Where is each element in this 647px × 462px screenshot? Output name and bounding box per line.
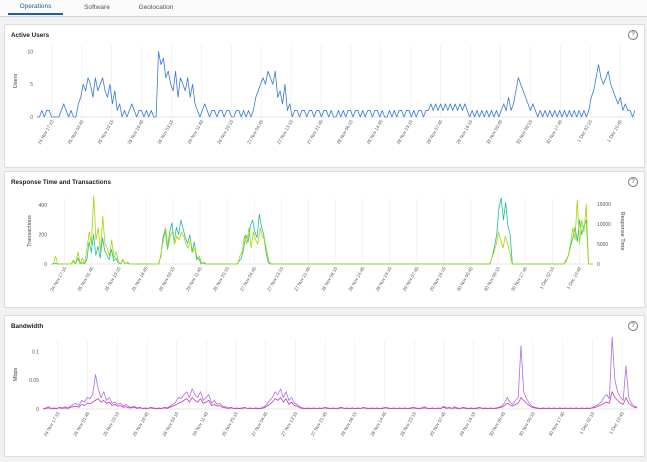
x-tick-label: 1 Dec 10:45 [606, 119, 623, 143]
x-tick-label: 28 Nov 14:45 [366, 119, 384, 146]
y-tick-label: 0 [36, 407, 39, 413]
panel-title: Bandwidth [11, 323, 44, 330]
x-tick-label: 30 Nov 09:15 [515, 119, 533, 146]
x-tick-label: 30 Nov 09:15 [518, 411, 536, 438]
x-tick-label: 28 Nov 14:45 [369, 411, 387, 438]
x-tick-label: 1 Dec 02:15 [538, 266, 555, 290]
x-tick-label: 26 Nov 11:45 [185, 266, 203, 292]
y-tick-label: 0 [44, 262, 47, 268]
bandwidth-chart: 24 Nov 17:15 25 Nov 01:45 25 Nov 10:15 25 N… [13, 336, 638, 438]
y2-tick-label: 10000 [597, 222, 611, 228]
y-tick-label: 5 [30, 82, 33, 88]
x-tick-label: 30 Nov 17:45 [510, 266, 528, 293]
x-tick-label: 27 Nov 21:45 [306, 119, 324, 146]
help-icon[interactable]: ? [628, 321, 638, 331]
x-tick-label: 28 Nov 06:15 [336, 119, 354, 146]
tab-geolocation[interactable]: Geolocation [138, 4, 174, 11]
x-tick-label: 29 Nov 07:45 [402, 266, 420, 293]
help-icon[interactable]: ? [628, 30, 638, 40]
response-time-chart: 24 Nov 17:15 25 Nov 01:45 25 Nov 10:15 25 N… [27, 195, 625, 293]
y-axis-label: Users [13, 73, 19, 88]
x-tick-label: 24 Nov 17:15 [49, 266, 67, 293]
x-tick-label: 28 Nov 23:15 [399, 411, 417, 438]
x-tick-label: 24 Nov 17:15 [43, 411, 61, 438]
x-tick-label: 25 Nov 18:45 [132, 411, 150, 438]
y-axis-label: Transactions [27, 215, 33, 247]
help-icon[interactable]: ? [628, 177, 638, 187]
tab-operations[interactable]: Operations [8, 0, 63, 15]
x-tick-label: 28 Nov 23:15 [396, 119, 414, 146]
series-line [42, 336, 638, 410]
x-tick-label: 1 Dec 10:45 [608, 411, 625, 435]
x-tick-label: 25 Nov 01:45 [72, 411, 90, 438]
y-axis-label: Mbps [13, 367, 19, 381]
x-tick-label: 26 Nov 11:45 [186, 119, 204, 145]
y-tick-label: 0 [30, 115, 33, 121]
y2-tick-label: 5000 [597, 242, 608, 248]
series-line [42, 391, 638, 410]
y-tick-label: 0.1 [32, 349, 39, 355]
x-tick-label: 27 Nov 21:45 [310, 411, 328, 438]
x-tick-label: 28 Nov 06:15 [340, 411, 358, 438]
x-tick-label: 27 Nov 13:15 [280, 411, 298, 438]
x-tick-label: 25 Nov 10:15 [97, 119, 115, 146]
x-tick-label: 29 Nov 07:45 [429, 411, 447, 438]
x-tick-label: 26 Nov 20:15 [221, 411, 239, 438]
x-tick-label: 25 Nov 10:15 [102, 411, 120, 438]
x-tick-label: 26 Nov 03:15 [156, 119, 174, 146]
x-tick-label: 26 Nov 03:15 [158, 266, 176, 293]
x-tick-label: 25 Nov 03:45 [67, 119, 85, 146]
x-tick-label: 25 Nov 01:45 [77, 266, 95, 293]
x-tick-label: 29 Nov 16:15 [459, 411, 477, 438]
x-tick-label: 26 Nov 20:15 [212, 266, 230, 293]
x-tick-label: 30 Nov 09:15 [483, 266, 501, 293]
panel-response-time: Response Time and Transactions ? 24 Nov … [4, 171, 645, 308]
series-line [37, 51, 636, 118]
x-tick-label: 28 Nov 14:45 [348, 266, 366, 293]
x-tick-label: 1 Dec 02:15 [576, 119, 593, 143]
x-tick-label: 27 Nov 04:45 [239, 266, 257, 293]
x-tick-label: 25 Nov 18:45 [127, 119, 145, 146]
y-tick-label: 10 [27, 49, 33, 55]
x-tick-label: 30 Nov 00:45 [488, 411, 506, 438]
x-tick-label: 27 Nov 21:45 [293, 266, 311, 293]
y2-tick-label: 15000 [597, 202, 611, 208]
x-tick-label: 27 Nov 13:15 [276, 119, 294, 146]
x-tick-label: 1 Dec 02:15 [579, 411, 596, 435]
active-users-chart: 24 Nov 17:15 25 Nov 03:45 25 Nov 10:15 25 N… [13, 45, 636, 146]
y2-tick-label: 0 [597, 262, 600, 268]
x-tick-label: 30 Nov 17:45 [548, 411, 566, 438]
series-line [51, 195, 593, 265]
x-tick-label: 29 Nov 16:15 [429, 266, 447, 293]
panel-title: Response Time and Transactions [11, 179, 111, 186]
y-tick-label: 200 [39, 232, 48, 238]
x-tick-label: 26 Nov 03:15 [162, 411, 180, 438]
x-tick-label: 28 Nov 23:15 [375, 266, 393, 293]
x-tick-label: 26 Nov 11:45 [191, 411, 209, 437]
x-tick-label: 27 Nov 13:15 [266, 266, 284, 293]
x-tick-label: 28 Nov 06:15 [320, 266, 338, 293]
panel-bandwidth: Bandwidth ? 24 Nov 17:15 25 Nov 01:45 25 N… [4, 315, 645, 457]
panel-title: Active Users [11, 32, 50, 39]
x-tick-label: 29 Nov 16:15 [455, 119, 473, 146]
x-tick-label: 27 Nov 04:45 [251, 411, 269, 438]
y-tick-label: 0.05 [29, 378, 39, 384]
x-tick-label: 25 Nov 18:45 [131, 266, 149, 293]
x-tick-label: 30 Nov 17:45 [545, 119, 563, 146]
y-tick-label: 400 [39, 203, 48, 209]
tab-software[interactable]: Software [84, 4, 110, 11]
panel-active-users: Active Users ? 24 Nov 17:15 25 Nov 03:45 2… [4, 24, 645, 168]
x-tick-label: 25 Nov 10:15 [104, 266, 122, 293]
y2-axis-label: Response Time [619, 212, 625, 251]
x-tick-label: 30 Nov 00:45 [485, 119, 503, 146]
x-tick-label: 26 Nov 20:15 [216, 119, 234, 146]
x-tick-label: 30 Nov 00:45 [456, 266, 474, 293]
series-line [51, 197, 593, 265]
x-tick-label: 1 Dec 10:45 [566, 266, 583, 290]
tab-bar: Operations Software Geolocation [0, 0, 647, 17]
x-tick-label: 24 Nov 17:15 [37, 119, 55, 146]
x-tick-label: 27 Nov 04:45 [246, 119, 264, 146]
x-tick-label: 29 Nov 07:45 [426, 119, 444, 146]
